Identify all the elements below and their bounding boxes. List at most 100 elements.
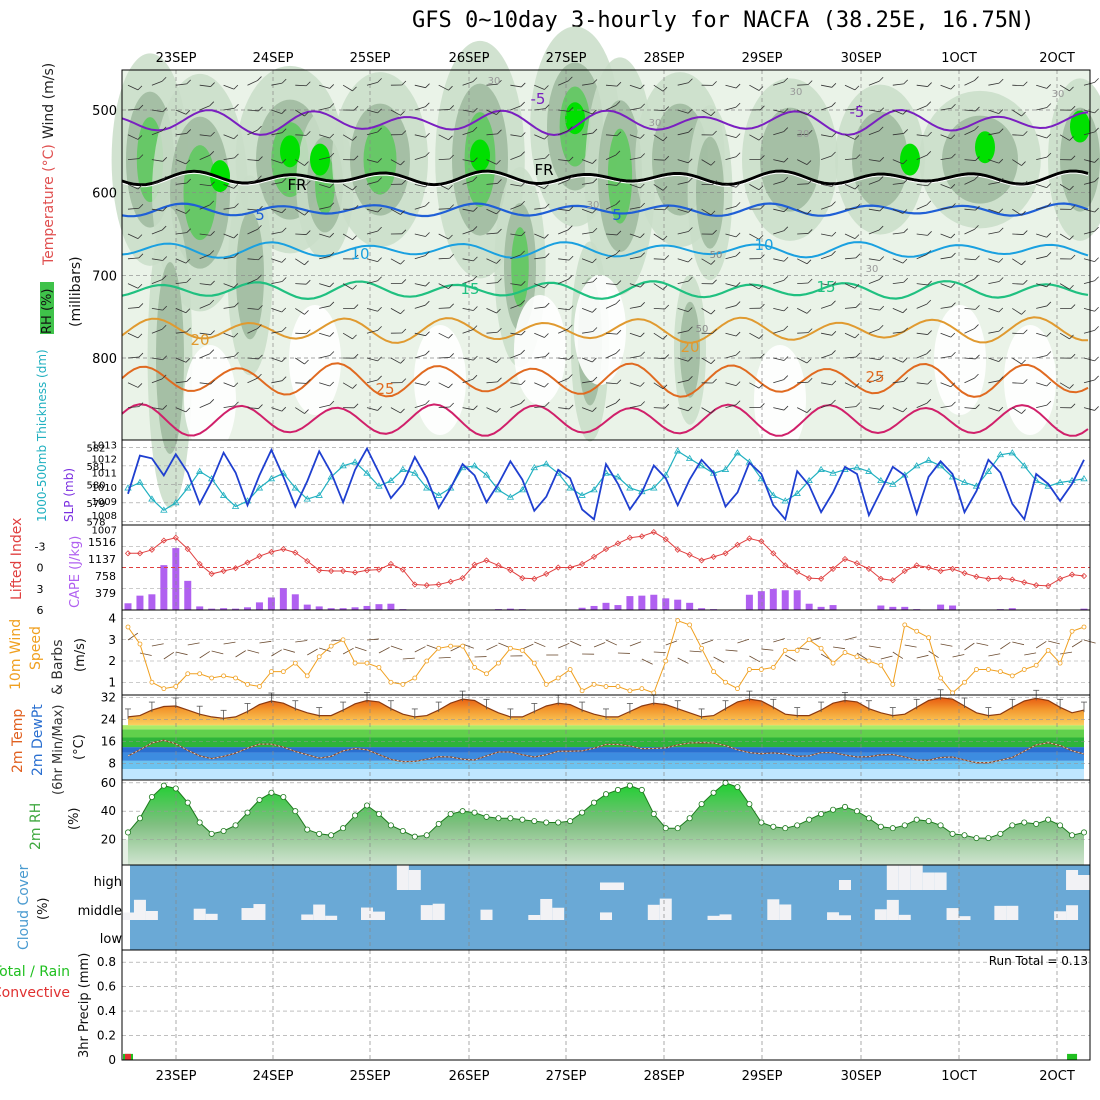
cape-bar bbox=[303, 604, 311, 610]
cloud-units-label: (%) bbox=[36, 898, 51, 921]
wind-barb-flag bbox=[615, 150, 621, 156]
lifted-index-label: Lifted Index bbox=[9, 518, 25, 600]
wind-barb bbox=[868, 159, 880, 162]
wind-barb-flag bbox=[926, 349, 932, 354]
thickness-line bbox=[127, 450, 1085, 511]
wind-barb bbox=[175, 232, 187, 235]
wind-barb bbox=[868, 407, 880, 410]
wind-speed-point bbox=[340, 637, 346, 643]
wind-barb-10m bbox=[1048, 640, 1060, 645]
rh2m-point bbox=[495, 815, 502, 822]
wind-barb-10m bbox=[402, 657, 415, 660]
wind-speed-point bbox=[328, 643, 334, 649]
lifted-index-point bbox=[997, 575, 1004, 582]
date-label-top: 28SEP bbox=[644, 51, 685, 66]
rh2m-point bbox=[973, 835, 980, 842]
wind-barb bbox=[486, 208, 497, 215]
wind-barb bbox=[510, 105, 521, 111]
wind-barb bbox=[127, 108, 139, 111]
wind-barb-flag bbox=[927, 280, 932, 286]
wind-barb bbox=[1012, 283, 1024, 285]
cape-bar bbox=[279, 588, 287, 610]
wind-barb bbox=[677, 330, 689, 334]
wind-barb-flag bbox=[281, 277, 287, 282]
wind-label-line1: 10m Wind bbox=[8, 619, 24, 690]
rh2m-point bbox=[363, 802, 370, 809]
wind-barb-flag bbox=[568, 175, 573, 181]
cape-bar bbox=[232, 608, 240, 610]
wind-barb bbox=[414, 233, 426, 237]
wind-barb-flag bbox=[497, 228, 502, 234]
wind-barb-flag bbox=[520, 231, 526, 237]
lifted-index-point bbox=[316, 567, 323, 574]
wind-barb-flag bbox=[974, 274, 979, 280]
rh2m-point bbox=[232, 822, 239, 829]
wind-barb bbox=[366, 329, 378, 334]
wind-barb-flag bbox=[831, 231, 837, 237]
rh-core-saturated bbox=[900, 143, 920, 176]
wind-barb bbox=[868, 357, 880, 361]
wind-barb-flag bbox=[902, 407, 908, 413]
wind-barb-flag bbox=[831, 380, 837, 386]
cloud-middle-bar bbox=[552, 907, 565, 920]
cloud-middle-bar bbox=[767, 899, 780, 920]
wind-barb bbox=[247, 179, 258, 185]
slp-label: SLP (mb) bbox=[62, 468, 76, 522]
wind-barb-10m bbox=[390, 645, 403, 651]
wind-barb-flag bbox=[998, 227, 1004, 233]
wind-barb-flag bbox=[329, 351, 335, 356]
wind-barb bbox=[199, 84, 211, 87]
wind-barb-flag bbox=[1046, 252, 1052, 257]
wind-barb-flag bbox=[783, 306, 789, 312]
wind-barb bbox=[223, 84, 235, 90]
wind-barb bbox=[247, 308, 259, 310]
wind-barb-flag bbox=[138, 303, 144, 308]
wind-barb bbox=[653, 134, 664, 142]
wind-speed-point bbox=[902, 622, 908, 628]
wind-barb-flag bbox=[185, 308, 191, 313]
wind-barb-flag bbox=[520, 132, 526, 137]
wind-barb-flag bbox=[473, 306, 478, 311]
wind-barb-flag bbox=[927, 82, 932, 87]
wind-barb-10m bbox=[940, 643, 953, 647]
wind-barb bbox=[582, 132, 594, 136]
wind-barb-flag bbox=[806, 209, 812, 215]
wind-speed-point bbox=[412, 675, 418, 681]
rh2m-point bbox=[842, 803, 849, 810]
wind-barb-flag bbox=[687, 158, 693, 164]
dry-region bbox=[1004, 325, 1056, 435]
wind-barb-flag bbox=[138, 154, 144, 159]
cloud-high-bar bbox=[898, 865, 911, 890]
wind-barb-flag bbox=[974, 125, 979, 131]
wind-barb bbox=[510, 382, 522, 385]
thickness-point bbox=[434, 491, 443, 498]
wind-barb-flag bbox=[377, 276, 382, 282]
wind-barb-flag bbox=[592, 159, 597, 164]
wind-barb bbox=[534, 257, 546, 260]
wind-barb bbox=[653, 357, 665, 359]
wind-barb-flag bbox=[640, 351, 645, 357]
cloud-middle-bar bbox=[647, 904, 660, 920]
contour-label: 20 bbox=[680, 338, 699, 356]
wind-barb-flag bbox=[1046, 400, 1052, 406]
wind-barb-flag bbox=[951, 401, 956, 407]
wind-barb bbox=[510, 304, 521, 309]
cape-bar bbox=[674, 599, 682, 610]
wind-barb bbox=[175, 281, 187, 284]
wind-barb bbox=[247, 109, 259, 112]
lifted-index-point bbox=[865, 565, 872, 572]
wind-speed-point bbox=[519, 647, 525, 653]
wind-barb-flag bbox=[209, 151, 215, 156]
wind-barb bbox=[151, 279, 163, 284]
wind-speed-point bbox=[448, 643, 454, 649]
wind-barb-flag bbox=[710, 210, 716, 216]
wind-barb bbox=[868, 208, 880, 212]
wind-barb bbox=[1083, 357, 1095, 362]
wind-barb-flag bbox=[735, 202, 741, 207]
axis-tick-label: 580 bbox=[86, 480, 105, 491]
wind-barb-flag bbox=[496, 358, 501, 363]
wind-speed-point bbox=[1045, 647, 1051, 653]
wind-barb-flag bbox=[186, 129, 192, 134]
thickness-point bbox=[530, 463, 539, 471]
wind-barb-flag bbox=[1094, 207, 1099, 213]
